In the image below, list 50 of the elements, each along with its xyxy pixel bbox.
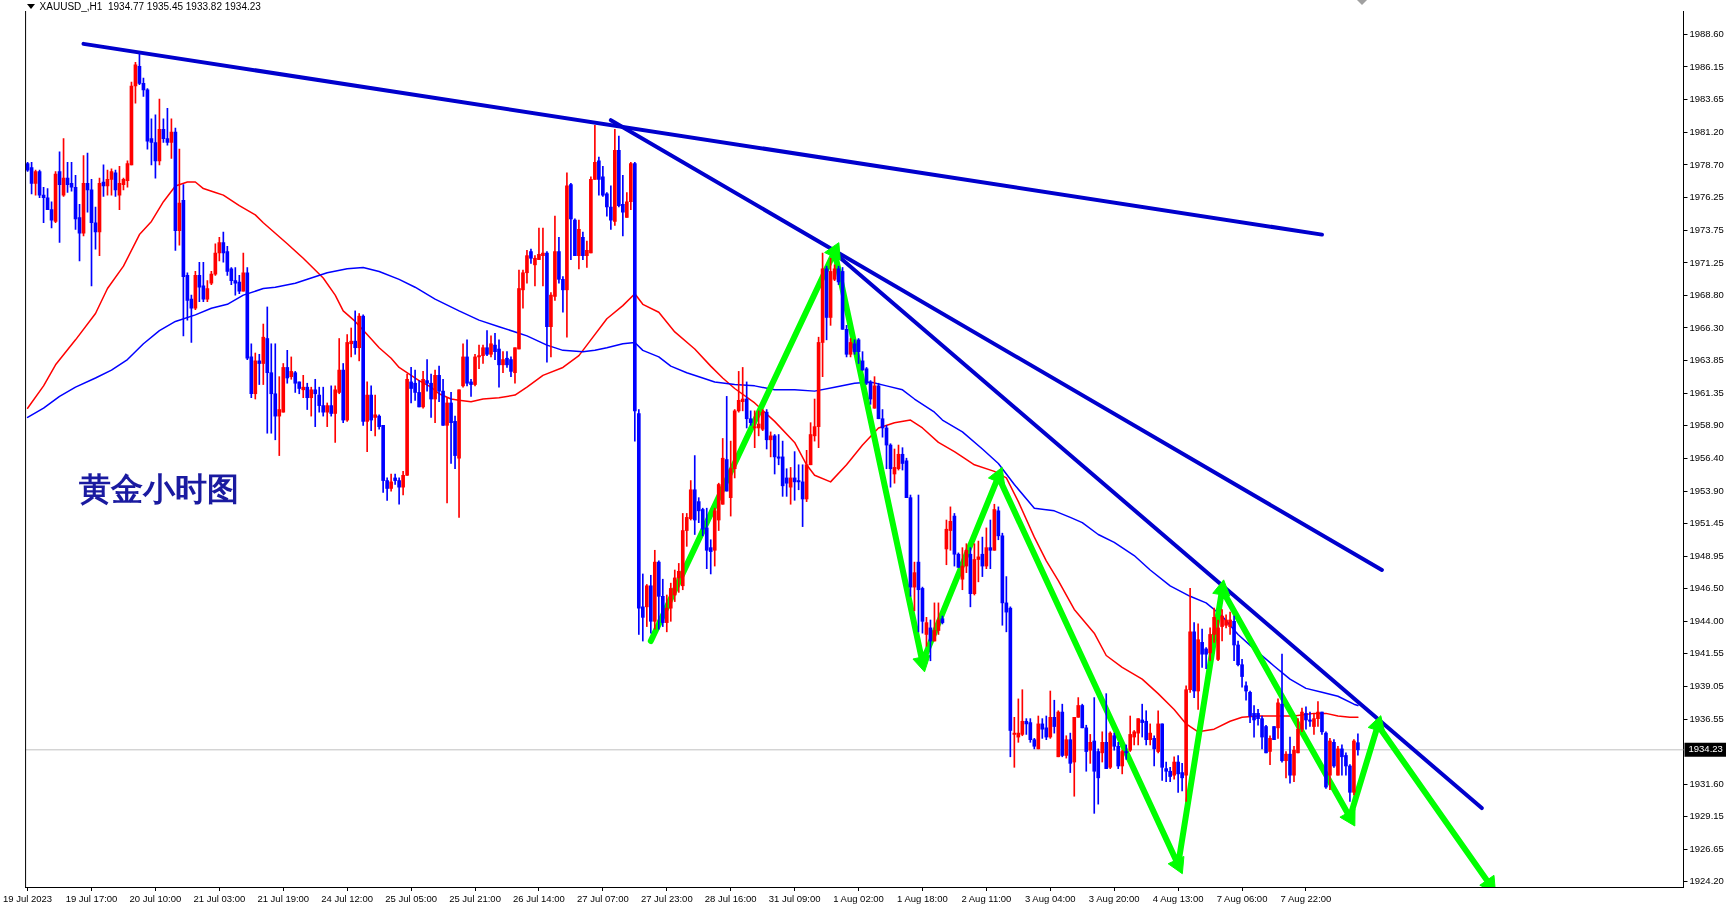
x-tick-label: 20 Jul 10:00 xyxy=(129,893,182,905)
x-tick-label: 25 Jul 21:00 xyxy=(449,893,501,905)
annotation: 黄金小时图 xyxy=(78,470,239,509)
y-tick-label: 1981.20 xyxy=(1689,125,1724,137)
x-tick-label: 3 Aug 20:00 xyxy=(1088,893,1140,905)
x-tick-label: 28 Jul 16:00 xyxy=(704,893,757,905)
y-tick-label: 1939.05 xyxy=(1689,680,1724,692)
y-tick-label: 1958.90 xyxy=(1689,418,1724,430)
x-tick-label: 7 Aug 22:00 xyxy=(1280,893,1332,905)
x-tick-label: 7 Aug 06:00 xyxy=(1216,893,1268,905)
x-tick-label: 21 Jul 03:00 xyxy=(193,893,246,905)
x-tick-label: 4 Aug 13:00 xyxy=(1152,893,1204,905)
x-tick-label: 25 Jul 05:00 xyxy=(385,893,437,905)
x-tick-label: 1 Aug 02:00 xyxy=(833,893,884,905)
y-tick-label: 1973.75 xyxy=(1689,223,1724,235)
y-tick-label: 1926.65 xyxy=(1689,843,1724,855)
y-tick-label: 1953.90 xyxy=(1689,484,1724,496)
y-tick-label: 1944.00 xyxy=(1689,614,1724,626)
x-tick-label: 27 Jul 23:00 xyxy=(640,893,693,905)
y-tick-label: 1948.95 xyxy=(1689,549,1724,561)
x-tick-label: 1 Aug 18:00 xyxy=(897,893,948,905)
ref-line-label: 1934.23 xyxy=(1688,743,1723,755)
x-tick-label: 27 Jul 07:00 xyxy=(576,893,629,905)
y-tick-label: 1971.25 xyxy=(1689,256,1724,268)
y-tick-label: 1983.65 xyxy=(1689,93,1724,105)
y-tick-label: 1986.15 xyxy=(1689,60,1724,72)
y-tick-label: 1929.15 xyxy=(1689,810,1724,822)
y-tick-label: 1946.50 xyxy=(1689,582,1724,594)
x-tick-label: 2 Aug 11:00 xyxy=(961,893,1012,905)
x-tick-label: 3 Aug 04:00 xyxy=(1024,893,1076,905)
y-tick-label: 1941.55 xyxy=(1689,647,1724,659)
y-tick-label: 1924.20 xyxy=(1689,875,1724,887)
x-tick-label: 24 Jul 12:00 xyxy=(321,893,374,905)
y-tick-label: 1978.70 xyxy=(1689,158,1724,170)
y-tick-label: 1963.85 xyxy=(1689,353,1724,365)
y-tick-label: 1988.60 xyxy=(1689,28,1724,40)
x-tick-label: 19 Jul 2023 xyxy=(3,893,53,905)
y-tick-label: 1931.60 xyxy=(1689,778,1724,790)
chart-title: XAUUSD_,H1 1934.77 1935.45 1933.82 1934.23 xyxy=(39,0,262,12)
x-tick-label: 19 Jul 17:00 xyxy=(65,893,118,905)
y-tick-label: 1966.30 xyxy=(1689,321,1724,333)
x-tick-label: 21 Jul 19:00 xyxy=(257,893,310,905)
y-tick-label: 1951.45 xyxy=(1689,516,1724,528)
y-tick-label: 1968.80 xyxy=(1689,288,1724,300)
y-tick-label: 1961.35 xyxy=(1689,386,1724,398)
x-tick-label: 31 Jul 09:00 xyxy=(768,893,821,905)
x-tick-label: 26 Jul 14:00 xyxy=(513,893,565,905)
y-tick-label: 1976.25 xyxy=(1689,190,1724,202)
y-tick-label: 1936.55 xyxy=(1689,712,1724,724)
y-tick-label: 1956.40 xyxy=(1689,451,1724,463)
